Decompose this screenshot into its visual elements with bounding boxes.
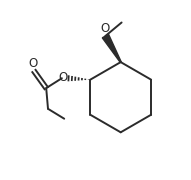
Text: O: O <box>29 57 38 70</box>
Text: O: O <box>58 71 67 84</box>
Polygon shape <box>102 34 121 62</box>
Text: O: O <box>100 22 110 35</box>
